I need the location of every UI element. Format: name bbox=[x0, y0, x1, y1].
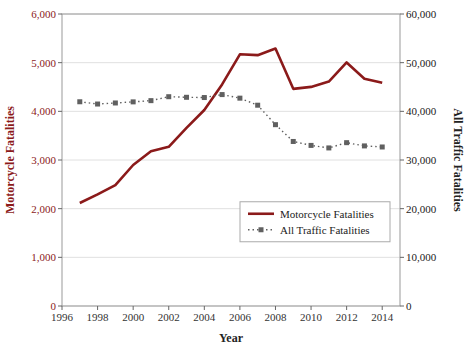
y-axis: 0 1,000 2,000 3,000 4,000 5,000 6,000 bbox=[31, 8, 62, 312]
grid-line bbox=[62, 62, 400, 63]
x-tick bbox=[62, 306, 63, 310]
y2-tick bbox=[400, 14, 404, 15]
y-tick-label: 2,000 bbox=[31, 203, 56, 215]
legend: Motorcycle Fatalities All Traffic Fatalit… bbox=[240, 202, 390, 242]
marker bbox=[309, 143, 314, 148]
y2-tick-label: 20,000 bbox=[406, 203, 437, 215]
marker bbox=[95, 102, 100, 107]
x-tick-label: 2006 bbox=[229, 311, 252, 323]
series-line bbox=[80, 49, 382, 203]
y-tick bbox=[58, 62, 62, 63]
grid-line bbox=[62, 160, 400, 161]
y-tick bbox=[58, 160, 62, 161]
chart: 1996 1998 2000 2002 2004 2006 2008 2010 2012 2014… bbox=[0, 0, 466, 350]
y2-tick bbox=[400, 160, 404, 161]
x-tick bbox=[311, 306, 312, 310]
x-tick-label: 2008 bbox=[264, 311, 287, 323]
y-tick-label: 6,000 bbox=[31, 8, 56, 20]
marker bbox=[148, 98, 153, 103]
grid-line bbox=[62, 257, 400, 258]
y2-tick bbox=[400, 111, 404, 112]
legend-marker bbox=[259, 227, 264, 232]
marker bbox=[220, 92, 225, 97]
x-tick-label: 2012 bbox=[336, 311, 358, 323]
marker bbox=[291, 139, 296, 144]
x-tick-label: 1998 bbox=[87, 311, 110, 323]
x-tick bbox=[204, 306, 205, 310]
legend-swatch bbox=[248, 212, 274, 215]
y-tick bbox=[58, 257, 62, 258]
y-tick bbox=[58, 111, 62, 112]
marker bbox=[77, 99, 82, 104]
y2-tick-label: 50,000 bbox=[406, 57, 437, 69]
x-axis-label: Year bbox=[219, 331, 244, 345]
marker bbox=[380, 144, 385, 149]
legend-box bbox=[240, 202, 390, 242]
y2-tick-label: 30,000 bbox=[406, 154, 437, 166]
series bbox=[80, 49, 382, 203]
x-tick-label: 2002 bbox=[158, 311, 180, 323]
y-tick bbox=[58, 14, 62, 15]
marker bbox=[202, 95, 207, 100]
marker bbox=[362, 143, 367, 148]
x-tick-label: 2004 bbox=[193, 311, 216, 323]
x-tick bbox=[168, 306, 169, 310]
y2-tick-label: 10,000 bbox=[406, 251, 437, 263]
y2-axis: 0 10,000 20,000 30,000 40,000 50,000 60,000 bbox=[400, 8, 437, 312]
y2-tick bbox=[400, 62, 404, 63]
y-tick-label: 5,000 bbox=[31, 57, 56, 69]
x-tick bbox=[275, 306, 276, 310]
x-tick bbox=[346, 306, 347, 310]
x-tick bbox=[97, 306, 98, 310]
series-line bbox=[80, 95, 382, 148]
x-tick-label: 2000 bbox=[122, 311, 145, 323]
x-tick-label: 2014 bbox=[371, 311, 394, 323]
y-tick bbox=[58, 306, 62, 307]
y-tick-label: 0 bbox=[51, 300, 57, 312]
y2-tick-label: 60,000 bbox=[406, 8, 437, 20]
marker bbox=[273, 122, 278, 127]
marker bbox=[344, 140, 349, 145]
x-tick bbox=[133, 306, 134, 310]
x-tick-label: 1996 bbox=[51, 311, 74, 323]
x-axis: 1996 1998 2000 2002 2004 2006 2008 2010 2012 2014 bbox=[51, 306, 394, 323]
background bbox=[0, 0, 466, 350]
series-group bbox=[77, 49, 384, 203]
legend-label: All Traffic Fatalities bbox=[280, 224, 370, 236]
marker bbox=[113, 100, 118, 105]
y2-tick-label: 40,000 bbox=[406, 105, 437, 117]
y2-axis-label: All Traffic Fatalities bbox=[451, 108, 465, 212]
legend-label: Motorcycle Fatalities bbox=[280, 208, 374, 220]
marker bbox=[131, 99, 136, 104]
x-tick bbox=[382, 306, 383, 310]
y-axis-label: Motorcycle Fatalities bbox=[3, 106, 17, 214]
grid-line bbox=[62, 111, 400, 112]
marker bbox=[184, 95, 189, 100]
marker bbox=[326, 145, 331, 150]
y2-tick bbox=[400, 208, 404, 209]
y-tick-label: 4,000 bbox=[31, 105, 56, 117]
x-tick bbox=[239, 306, 240, 310]
y2-tick bbox=[400, 257, 404, 258]
y2-tick bbox=[400, 306, 404, 307]
grid bbox=[62, 14, 400, 306]
y-tick-label: 1,000 bbox=[31, 251, 56, 263]
plot-frame bbox=[62, 14, 400, 306]
series bbox=[77, 92, 384, 150]
y-tick-label: 3,000 bbox=[31, 154, 56, 166]
y2-tick-label: 0 bbox=[406, 300, 412, 312]
x-tick-label: 2010 bbox=[300, 311, 323, 323]
y-tick bbox=[58, 208, 62, 209]
marker bbox=[255, 103, 260, 108]
marker bbox=[237, 96, 242, 101]
marker bbox=[166, 94, 171, 99]
